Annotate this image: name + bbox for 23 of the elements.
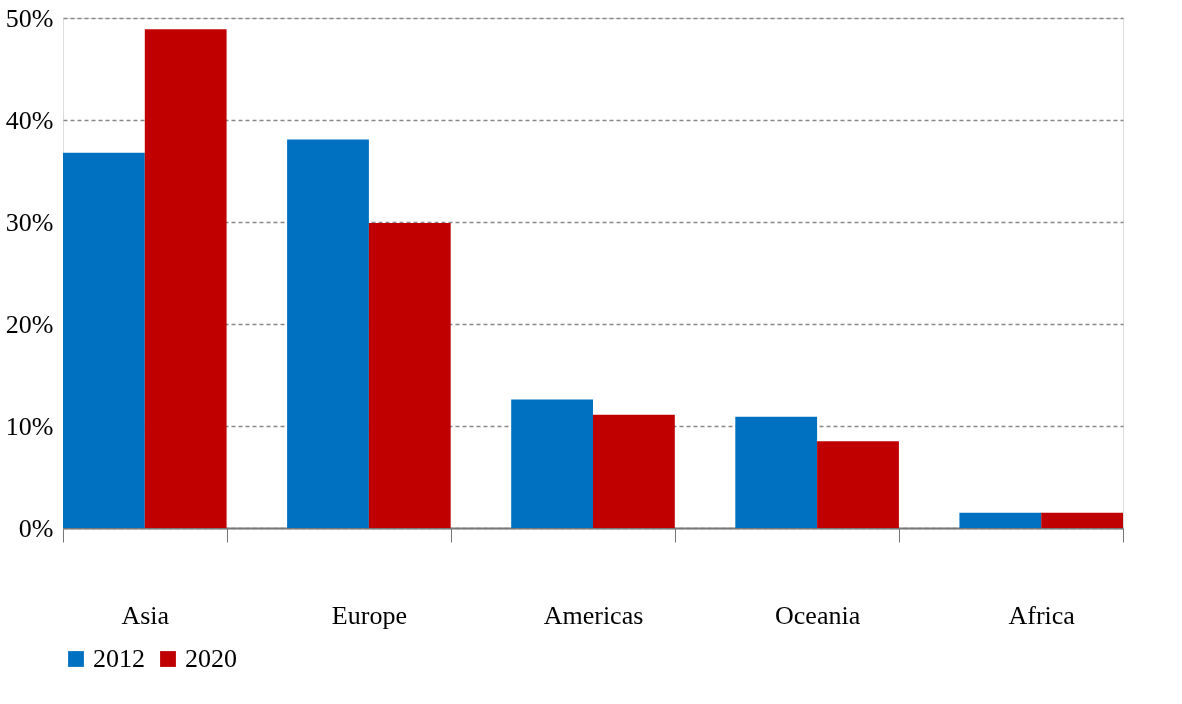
bar — [511, 399, 593, 528]
bar — [1041, 512, 1123, 528]
y-tick-label: 50% — [5, 3, 54, 33]
bar — [368, 223, 451, 528]
y-tick-label: 40% — [5, 105, 54, 135]
bar — [287, 139, 369, 528]
legend-label: 2012 — [93, 644, 145, 673]
y-tick-label: 10% — [5, 411, 54, 441]
x-tick-label: Asia — [121, 600, 170, 630]
x-tick-label: Europe — [331, 600, 407, 630]
y-tick-label: 20% — [5, 309, 54, 339]
x-tick-label: Africa — [1008, 600, 1076, 630]
x-tick-label: Oceania — [775, 600, 861, 630]
x-tick-label: Americas — [543, 600, 644, 630]
bar — [593, 414, 675, 528]
legend-label: 2020 — [185, 644, 237, 673]
bar — [817, 441, 899, 528]
y-tick-label: 0% — [18, 513, 54, 543]
y-tick-label: 30% — [5, 207, 54, 237]
bar — [63, 152, 145, 528]
bar — [959, 512, 1042, 528]
bar — [735, 416, 818, 528]
bar — [144, 29, 227, 528]
